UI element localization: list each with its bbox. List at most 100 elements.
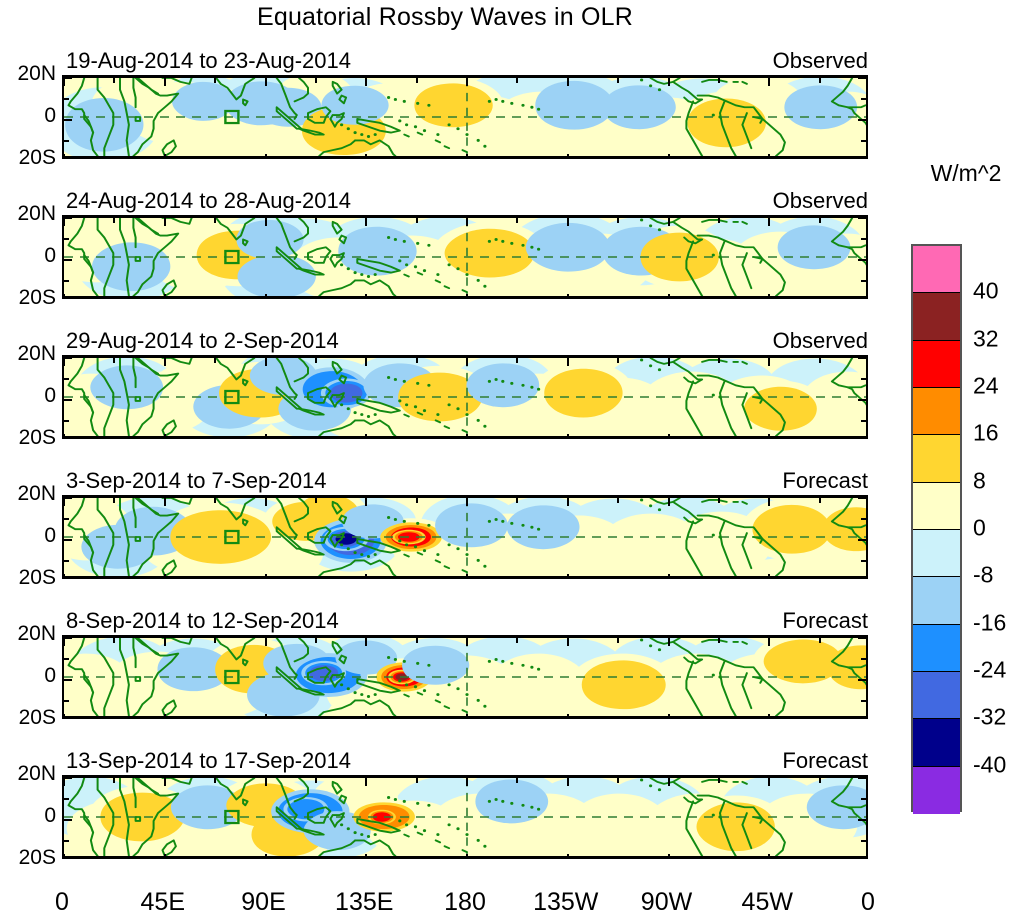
x-tick bbox=[415, 218, 418, 223]
x-tick bbox=[113, 778, 116, 783]
x-tick bbox=[315, 717, 317, 719]
x-tick bbox=[264, 714, 267, 716]
x-tick bbox=[113, 498, 116, 503]
x-tick bbox=[163, 294, 166, 296]
x-tick bbox=[667, 358, 670, 366]
x-tick bbox=[314, 778, 317, 783]
y-tick bbox=[64, 280, 69, 282]
y-tick bbox=[64, 378, 69, 380]
y-tick bbox=[64, 819, 72, 821]
x-tick bbox=[315, 577, 317, 579]
x-tick bbox=[566, 638, 569, 646]
x-tick bbox=[113, 857, 115, 859]
x-tick bbox=[617, 218, 620, 223]
x-tick bbox=[214, 297, 216, 299]
y-axis-label: 0 bbox=[44, 524, 56, 547]
x-tick bbox=[667, 854, 670, 856]
x-axis-label: 90E bbox=[241, 888, 286, 916]
map-plot-area-4[interactable] bbox=[62, 495, 868, 579]
x-tick bbox=[315, 297, 317, 299]
colorbar-tick-label: -8 bbox=[973, 561, 994, 588]
x-tick bbox=[416, 157, 418, 159]
x-tick bbox=[466, 78, 468, 86]
x-tick bbox=[818, 778, 821, 783]
y-axis-label: 0 bbox=[44, 664, 56, 687]
x-tick bbox=[415, 358, 418, 363]
x-tick bbox=[617, 638, 620, 643]
y-axis-label: 0 bbox=[44, 384, 56, 407]
y-tick bbox=[64, 498, 72, 499]
colorbar[interactable] bbox=[911, 244, 962, 814]
x-tick bbox=[64, 154, 65, 156]
x-tick bbox=[214, 157, 216, 159]
map-panel-2 bbox=[62, 215, 868, 299]
x-tick bbox=[617, 577, 619, 579]
x-tick bbox=[566, 778, 569, 786]
x-tick bbox=[516, 437, 518, 439]
x-tick bbox=[667, 778, 670, 786]
x-tick bbox=[416, 297, 418, 299]
x-tick bbox=[516, 498, 519, 503]
x-tick bbox=[516, 358, 519, 363]
x-tick bbox=[566, 434, 569, 436]
x-tick bbox=[768, 778, 771, 786]
map-plot-area-1[interactable] bbox=[62, 75, 868, 159]
x-tick bbox=[667, 78, 670, 86]
y-tick bbox=[858, 679, 866, 681]
colorbar-unit-label: W/m^2 bbox=[930, 160, 1002, 186]
x-tick bbox=[64, 218, 65, 226]
x-tick bbox=[64, 434, 65, 436]
page-title: Equatorial Rossby Waves in OLR bbox=[256, 3, 634, 31]
y-tick bbox=[858, 498, 866, 499]
y-tick bbox=[64, 518, 69, 520]
x-tick bbox=[365, 574, 368, 576]
x-tick bbox=[214, 577, 216, 579]
x-tick bbox=[314, 638, 317, 643]
y-tick bbox=[64, 778, 72, 779]
x-tick bbox=[819, 577, 821, 579]
map-plot-area-5[interactable] bbox=[62, 635, 868, 719]
y-axis-label: 20N bbox=[17, 482, 56, 505]
x-tick bbox=[718, 157, 720, 159]
x-tick bbox=[163, 358, 166, 366]
map-panel-6 bbox=[62, 775, 868, 859]
map-panel-3 bbox=[62, 355, 868, 439]
map-plot-area-3[interactable] bbox=[62, 355, 868, 439]
x-tick bbox=[718, 297, 720, 299]
x-tick bbox=[768, 498, 771, 506]
y-tick bbox=[64, 140, 69, 142]
x-tick bbox=[768, 434, 771, 436]
colorbar-tick-label: -24 bbox=[973, 656, 1007, 683]
y-tick bbox=[861, 98, 866, 100]
y-tick bbox=[64, 358, 72, 359]
x-tick bbox=[415, 778, 418, 783]
x-tick bbox=[819, 157, 821, 159]
panel-kind-2: Observed bbox=[772, 188, 868, 213]
x-tick bbox=[516, 218, 519, 223]
x-tick bbox=[717, 218, 720, 223]
colorbar-band-5 bbox=[913, 482, 960, 530]
y-axis-label: 20S bbox=[18, 426, 56, 449]
y-axis-label: 20S bbox=[18, 846, 56, 869]
x-tick bbox=[416, 717, 418, 719]
panel-kind-1: Observed bbox=[772, 48, 868, 73]
x-tick bbox=[566, 154, 569, 156]
colorbar-tick-label: 16 bbox=[973, 419, 999, 446]
x-tick bbox=[717, 778, 720, 783]
x-axis-label: 0 bbox=[55, 888, 69, 916]
x-tick bbox=[163, 218, 166, 226]
x-tick bbox=[264, 154, 267, 156]
y-tick bbox=[861, 840, 866, 842]
map-plot-area-6[interactable] bbox=[62, 775, 868, 859]
y-tick bbox=[861, 378, 866, 380]
y-tick bbox=[858, 638, 866, 639]
x-tick bbox=[566, 574, 569, 576]
y-tick bbox=[64, 218, 72, 219]
y-axis-label: 0 bbox=[44, 104, 56, 127]
x-tick bbox=[819, 857, 821, 859]
y-tick bbox=[858, 358, 866, 359]
map-plot-area-2[interactable] bbox=[62, 215, 868, 299]
x-tick bbox=[667, 498, 670, 506]
x-tick bbox=[64, 854, 65, 856]
x-tick bbox=[365, 358, 368, 366]
